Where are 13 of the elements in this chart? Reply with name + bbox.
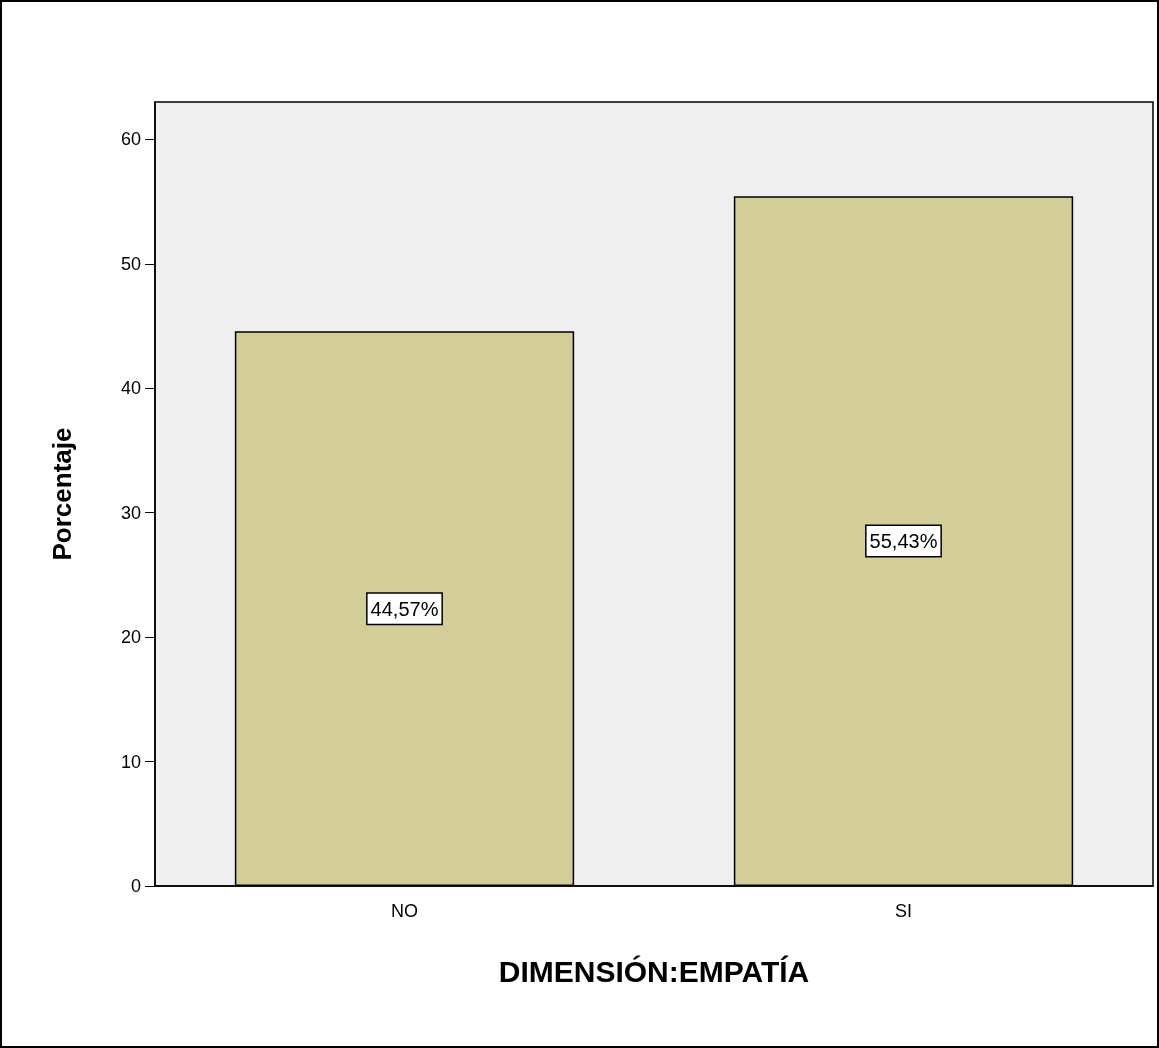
y-axis-title: Porcentaje xyxy=(47,427,77,561)
y-tick-label: 40 xyxy=(120,378,141,399)
data-label: 55,43% xyxy=(869,530,938,553)
y-tick-label: 60 xyxy=(120,129,141,150)
x-tick-label: NO xyxy=(391,901,418,921)
y-tick-label: 20 xyxy=(120,627,141,648)
x-tick-label: SI xyxy=(894,901,913,921)
y-tick-label: 30 xyxy=(120,502,141,523)
y-tick-label: 10 xyxy=(120,751,141,772)
x-axis-title: DIMENSIÓN:EMPATÍA xyxy=(498,954,810,988)
data-label: 44,57% xyxy=(370,597,439,620)
y-tick-label: 50 xyxy=(120,253,141,274)
y-tick-label: 0 xyxy=(130,876,141,896)
